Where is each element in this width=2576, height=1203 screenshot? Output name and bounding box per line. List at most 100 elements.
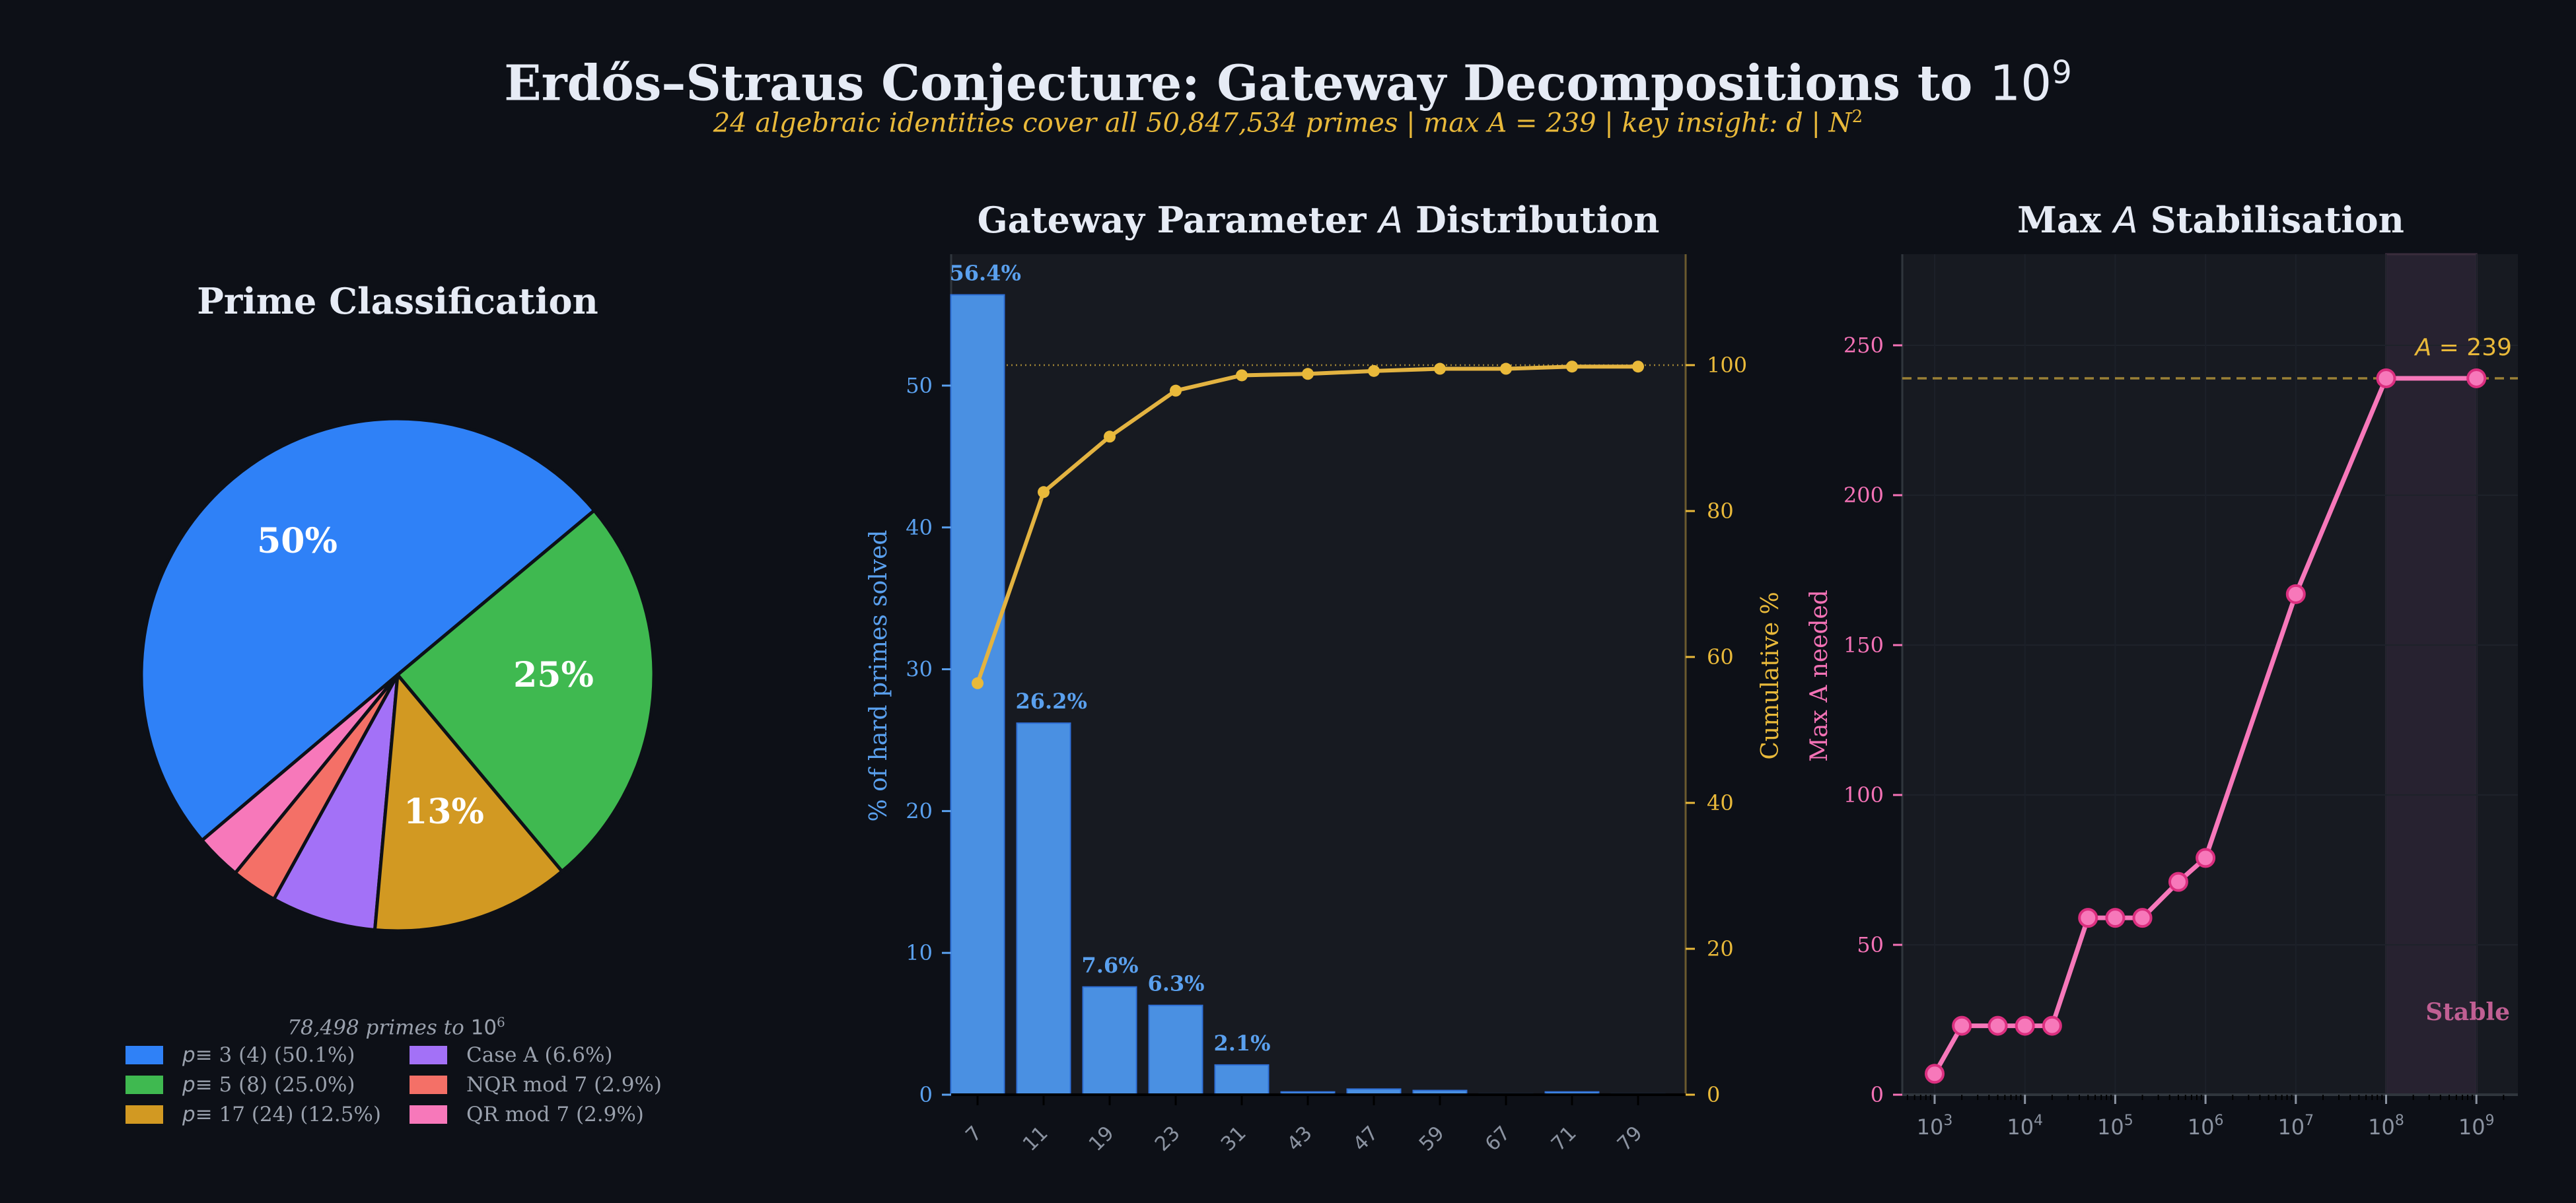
plot-area xyxy=(951,254,1686,1095)
x-tick-label: 19 xyxy=(1085,1122,1119,1156)
y-axis-label-left: % of hard primes solved xyxy=(865,530,892,822)
legend-item-p3mod4: p ≡ 3 (4) (50.1%) xyxy=(125,1043,355,1067)
pie-wedge-label: 25% xyxy=(513,655,594,695)
max-a-point xyxy=(2015,1015,2035,1036)
bar-7 xyxy=(950,294,1005,1096)
figure-title-text: Erdős–Straus Conjecture: Gateway Decompo… xyxy=(504,55,1990,112)
cumulative-point xyxy=(1434,362,1446,375)
cumulative-point xyxy=(1038,486,1050,498)
stable-region xyxy=(2385,253,2478,1096)
x-tick-label: 108 xyxy=(2368,1113,2404,1140)
legend-item-nqr-mod7: NQR mod 7 (2.9%) xyxy=(410,1073,662,1097)
max-a-point xyxy=(2078,908,2098,928)
y-tick: 150 xyxy=(1843,633,1884,658)
bar-11 xyxy=(1016,722,1071,1095)
pie-wedge xyxy=(396,508,656,874)
stable-label: Stable xyxy=(2425,998,2510,1026)
reference-label: A = 239 xyxy=(2414,334,2512,361)
y-tick-left: 30 xyxy=(906,657,933,682)
x-tick-label: 23 xyxy=(1151,1122,1185,1156)
bar-23 xyxy=(1148,1004,1203,1096)
y-tick-right: 100 xyxy=(1707,353,1747,378)
legend-swatch xyxy=(125,1105,163,1124)
max-a-point xyxy=(2196,848,2216,868)
y-tick-left: 50 xyxy=(906,373,933,398)
pie-wedge xyxy=(139,417,596,842)
x-tick-label: 104 xyxy=(2007,1113,2043,1140)
legend-swatch xyxy=(125,1076,163,1094)
y-tick-left: 40 xyxy=(906,515,933,540)
legend-item-case-a: Case A (6.6%) xyxy=(410,1043,613,1067)
x-tick-label: 71 xyxy=(1547,1122,1581,1156)
cumulative-point xyxy=(972,677,984,689)
bar-value-label: 26.2% xyxy=(1016,689,1087,714)
max-a-point xyxy=(2042,1015,2062,1036)
max-a-point xyxy=(2105,908,2126,928)
bar-chart-title: Gateway Parameter A Distribution xyxy=(978,199,1660,241)
y-tick-right: 80 xyxy=(1707,498,1734,524)
legend-swatch xyxy=(410,1046,447,1064)
y-tick-right: 60 xyxy=(1707,644,1734,670)
x-tick-label: 79 xyxy=(1613,1122,1647,1156)
cumulative-point xyxy=(1500,362,1512,375)
cumulative-point xyxy=(1566,361,1578,373)
max-a-point xyxy=(2376,368,2396,388)
y-tick: 50 xyxy=(1857,932,1884,957)
bar-31 xyxy=(1214,1064,1270,1095)
max-a-point xyxy=(1987,1015,2008,1036)
legend-swatch xyxy=(410,1105,447,1124)
x-tick-label: 59 xyxy=(1415,1122,1449,1156)
max-a-point xyxy=(2168,872,2188,892)
y-tick: 0 xyxy=(1871,1082,1884,1107)
bar-value-label: 6.3% xyxy=(1148,971,1205,996)
x-tick-label: 106 xyxy=(2188,1113,2224,1140)
bar-value-label: 2.1% xyxy=(1214,1031,1271,1056)
y-tick-right: 40 xyxy=(1707,790,1734,815)
y-axis-label: Max A needed xyxy=(1806,590,1833,762)
pie-wedge-label: 50% xyxy=(257,521,338,561)
x-tick-label: 67 xyxy=(1481,1122,1515,1156)
pie-caption: 78,498 primes to 106 xyxy=(287,1014,505,1040)
cumulative-point xyxy=(1104,430,1116,443)
x-tick-label: 107 xyxy=(2277,1113,2314,1140)
x-tick-label: 47 xyxy=(1349,1122,1383,1156)
bar-value-label: 7.6% xyxy=(1082,953,1139,978)
legend-item-p17mod24: p ≡ 17 (24) (12.5%) xyxy=(125,1103,381,1126)
line-chart: A = 239 Stable 0 50 100 150 200 250 103 104 105 106… xyxy=(1806,253,2518,1140)
y-tick-right: 0 xyxy=(1707,1082,1720,1107)
legend-item-p5mod8: p ≡ 5 (8) (25.0%) xyxy=(125,1073,355,1097)
cumulative-point xyxy=(1632,361,1644,373)
max-a-point xyxy=(1925,1064,1945,1084)
bar-value-label: 56.4% xyxy=(950,261,1021,286)
cumulative-point xyxy=(1368,364,1380,377)
figure-title-exponent: 9 xyxy=(2052,54,2072,91)
max-a-point xyxy=(2466,368,2487,388)
max-a-point xyxy=(2132,908,2153,928)
x-tick-label: 11 xyxy=(1019,1122,1053,1156)
figure-title: Erdős–Straus Conjecture: Gateway Decompo… xyxy=(504,54,2072,112)
bar-19 xyxy=(1082,986,1137,1095)
bar-chart: 56.4% 7 26.2% 11 7.6% 19 6.3% 23 2.1% 31 43 47 59 67 7… xyxy=(865,254,1784,1156)
y-tick-right: 20 xyxy=(1707,936,1734,961)
y-axis-label-right: Cumulative % xyxy=(1757,592,1784,759)
y-tick-left: 0 xyxy=(919,1082,933,1107)
line-chart-title: Max A Stabilisation xyxy=(2017,199,2404,241)
x-tick-label: 31 xyxy=(1217,1122,1251,1156)
pie-wedge-label: 13% xyxy=(404,792,484,832)
x-tick-label: 105 xyxy=(2097,1113,2133,1140)
legend-swatch xyxy=(125,1046,163,1064)
x-tick-label: 7 xyxy=(961,1122,986,1147)
y-tick: 250 xyxy=(1843,333,1884,358)
pie-title: Prime Classification xyxy=(197,280,598,322)
cumulative-point xyxy=(1302,368,1314,380)
y-tick-left: 10 xyxy=(906,940,933,965)
cumulative-point xyxy=(1170,384,1182,397)
pie-wedge xyxy=(272,673,400,932)
y-tick: 100 xyxy=(1843,782,1884,808)
max-a-point xyxy=(2285,584,2306,604)
legend-item-qr-mod7: QR mod 7 (2.9%) xyxy=(410,1103,644,1126)
legend-swatch xyxy=(410,1076,447,1094)
x-tick-label: 43 xyxy=(1283,1122,1317,1156)
cumulative-point xyxy=(1236,369,1248,382)
